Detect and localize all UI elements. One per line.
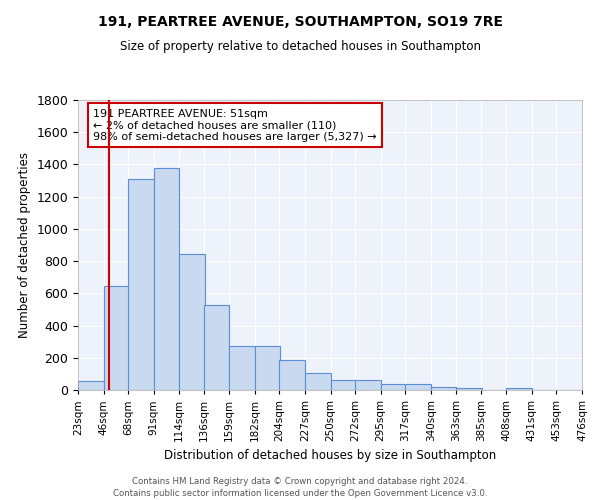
Bar — [179, 254, 205, 390]
Bar — [355, 380, 380, 390]
Text: Contains HM Land Registry data © Crown copyright and database right 2024.: Contains HM Land Registry data © Crown c… — [132, 478, 468, 486]
Text: 191, PEARTREE AVENUE, SOUTHAMPTON, SO19 7RE: 191, PEARTREE AVENUE, SOUTHAMPTON, SO19 … — [97, 15, 503, 29]
Bar — [104, 286, 129, 390]
Bar — [255, 346, 280, 390]
Bar — [78, 381, 104, 390]
Text: Contains public sector information licensed under the Open Government Licence v3: Contains public sector information licen… — [113, 489, 487, 498]
Bar — [456, 388, 482, 390]
Bar — [331, 380, 356, 390]
Bar — [431, 387, 456, 390]
Text: Size of property relative to detached houses in Southampton: Size of property relative to detached ho… — [119, 40, 481, 53]
Bar — [128, 179, 154, 390]
Bar — [204, 304, 229, 390]
Bar — [280, 360, 305, 390]
Y-axis label: Number of detached properties: Number of detached properties — [18, 152, 31, 338]
Bar — [405, 384, 431, 390]
X-axis label: Distribution of detached houses by size in Southampton: Distribution of detached houses by size … — [164, 450, 496, 462]
Bar — [305, 373, 331, 390]
Bar — [229, 346, 255, 390]
Bar — [380, 384, 406, 390]
Bar — [506, 388, 532, 390]
Text: 191 PEARTREE AVENUE: 51sqm
← 2% of detached houses are smaller (110)
98% of semi: 191 PEARTREE AVENUE: 51sqm ← 2% of detac… — [93, 108, 377, 142]
Bar — [154, 168, 179, 390]
